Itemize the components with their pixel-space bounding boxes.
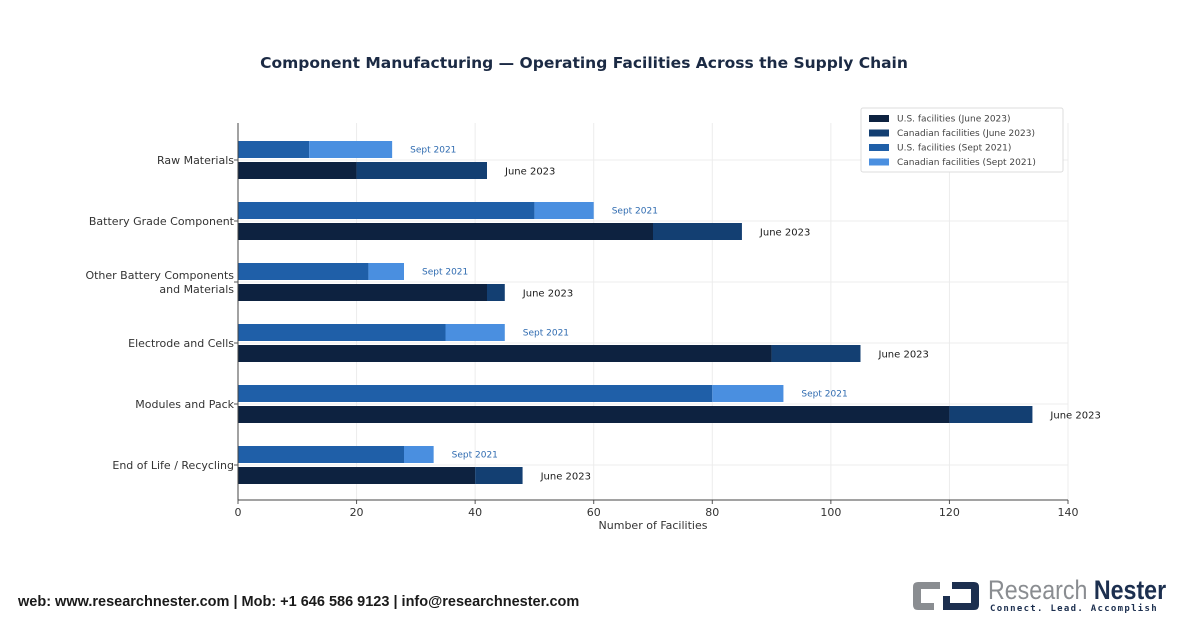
bar-canada-june-2023 — [949, 406, 1033, 423]
bar-canada-june-2023 — [653, 223, 742, 240]
bar-label-june-2023: June 2023 — [540, 472, 591, 483]
x-tick-label: 80 — [705, 506, 719, 519]
bar-canada-sept-2021 — [309, 141, 393, 158]
legend-swatch — [869, 129, 889, 137]
legend-swatch — [869, 144, 889, 151]
bar-label-june-2023: June 2023 — [1049, 411, 1100, 422]
y-category-label: End of Life / Recycling — [112, 459, 234, 472]
research-nester-logo-icon — [913, 582, 979, 610]
bar-canada-sept-2021 — [534, 202, 594, 219]
bar-canada-sept-2021 — [712, 385, 784, 402]
y-category-label: Raw Materials — [157, 154, 234, 167]
bar-label-sept-2021: Sept 2021 — [452, 451, 498, 461]
bar-us-june-2023 — [238, 284, 487, 301]
y-category-label: and Materials — [159, 283, 234, 296]
legend-entry: U.S. facilities (June 2023) — [897, 115, 1011, 125]
bar-us-sept-2021 — [238, 141, 310, 158]
bar-canada-sept-2021 — [368, 263, 404, 280]
y-category-label: Other Battery Components — [85, 269, 234, 282]
brand-name: Research Nester — [988, 574, 1166, 606]
legend-box — [860, 107, 1064, 173]
bar-canada-june-2023 — [356, 162, 487, 179]
bar-us-june-2023 — [238, 467, 476, 484]
bar-canada-june-2023 — [771, 345, 861, 362]
bar-canada-june-2023 — [487, 284, 505, 301]
bar-label-june-2023: June 2023 — [504, 167, 555, 178]
x-axis-label: Number of Facilities — [599, 519, 708, 532]
y-category-label: Battery Grade Component — [89, 215, 235, 228]
brand-logo: Research Nester Connect. Lead. Accomplis… — [910, 574, 1190, 618]
legend-swatch — [869, 158, 889, 166]
bar-us-june-2023 — [238, 406, 950, 423]
bars-layer — [238, 141, 1033, 484]
bar-us-sept-2021 — [238, 324, 446, 341]
y-category-label: Electrode and Cells — [128, 337, 234, 350]
legend-entry: U.S. facilities (Sept 2021) — [897, 144, 1011, 154]
bar-us-june-2023 — [238, 223, 653, 240]
bar-canada-sept-2021 — [404, 446, 434, 463]
bar-canada-sept-2021 — [445, 324, 505, 341]
grid-layer — [237, 123, 1069, 500]
bar-us-sept-2021 — [238, 446, 404, 463]
brand-name-part2: Nester — [1093, 575, 1167, 605]
x-tick-label: 0 — [235, 506, 242, 519]
bar-label-june-2023: June 2023 — [878, 350, 929, 361]
bar-label-june-2023: June 2023 — [759, 228, 810, 239]
legend-entry: Canadian facilities (Sept 2021) — [897, 158, 1036, 168]
legend-swatch — [869, 115, 889, 122]
bar-canada-june-2023 — [475, 467, 523, 484]
x-tick-label: 40 — [468, 506, 482, 519]
x-tick-label: 140 — [1058, 506, 1079, 519]
bar-us-sept-2021 — [238, 202, 535, 219]
x-tick-label: 20 — [350, 506, 364, 519]
chart-title: Component Manufacturing — Operating Faci… — [260, 54, 908, 72]
x-tick-label: 100 — [820, 506, 841, 519]
labels-layer: 0 20 40 60 80 100 120 140 Number of Facilities Se… — [85, 146, 1100, 533]
legend-entry: Canadian facilities (June 2023) — [897, 129, 1035, 139]
bar-label-sept-2021: Sept 2021 — [523, 329, 569, 339]
x-tick-label: 60 — [587, 506, 601, 519]
x-tick-label: 120 — [939, 506, 960, 519]
axes-layer — [234, 123, 1069, 504]
bar-us-june-2023 — [238, 162, 357, 179]
bar-us-sept-2021 — [238, 263, 369, 280]
footer-contact-info: web: www.researchnester.com | Mob: +1 64… — [18, 594, 580, 610]
legend: U.S. facilities (June 2023) Canadian faci… — [860, 107, 1064, 173]
bar-us-sept-2021 — [238, 385, 713, 402]
bar-us-june-2023 — [238, 345, 772, 362]
bar-label-sept-2021: Sept 2021 — [612, 207, 658, 217]
bar-label-sept-2021: Sept 2021 — [410, 146, 456, 156]
bar-label-june-2023: June 2023 — [522, 289, 573, 300]
brand-name-part1: Research — [988, 575, 1088, 605]
bar-label-sept-2021: Sept 2021 — [422, 268, 468, 278]
bar-label-sept-2021: Sept 2021 — [801, 390, 847, 400]
y-category-label: Modules and Pack — [135, 398, 234, 411]
brand-tagline: Connect. Lead. Accomplish — [990, 604, 1158, 614]
